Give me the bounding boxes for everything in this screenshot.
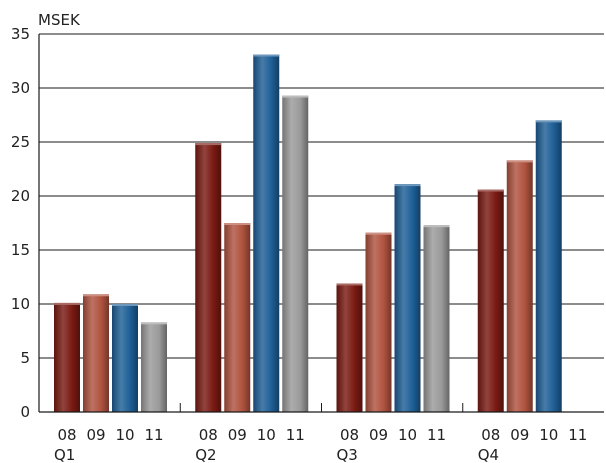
y-tick-label: 0 (20, 403, 30, 421)
bar-highlight (54, 302, 80, 305)
bar-highlight (195, 143, 222, 146)
bar-q1-10 (112, 304, 138, 412)
bar-q3-09 (365, 232, 392, 412)
bar-q2-10 (253, 54, 280, 413)
x-category-label: Q2 (195, 446, 216, 463)
bar-highlight (253, 54, 280, 57)
bar-highlight (506, 160, 533, 163)
x-tick-label-year: 09 (86, 426, 105, 444)
x-tick-label-year: 09 (228, 426, 247, 444)
x-tick-label-year: 11 (568, 426, 587, 444)
bar-q2-08 (195, 143, 222, 412)
bar-q4-10 (535, 120, 562, 413)
x-tick-label-year: 08 (340, 426, 359, 444)
x-tick-label-year: 10 (115, 426, 134, 444)
axes: 0 5 10 15 20 25 30 35 08 09 10 11 Q1 08 09 10 11 Q2 08 09 10… (11, 25, 604, 463)
x-tick-label-year: 08 (481, 426, 500, 444)
x-category-label: Q3 (337, 446, 358, 463)
bar-q2-09 (224, 223, 251, 412)
x-category-label: Q4 (478, 446, 499, 463)
bar-highlight (365, 232, 392, 235)
bar-q3-11 (423, 225, 450, 412)
bar-q1-11 (141, 322, 167, 412)
x-category-label: Q1 (54, 446, 75, 463)
x-tick-label-year: 10 (398, 426, 417, 444)
y-tick-label: 25 (11, 133, 30, 151)
x-tick-label-year: 08 (199, 426, 218, 444)
x-tick-label-year: 11 (427, 426, 446, 444)
bar-q1-08 (54, 302, 80, 412)
x-tick-label-year: 11 (144, 426, 163, 444)
bars (54, 54, 562, 413)
x-tick-label-year: 09 (510, 426, 529, 444)
x-tick-label-year: 11 (286, 426, 305, 444)
bar-highlight (112, 304, 138, 306)
bar-q1-09 (83, 294, 109, 412)
bar-highlight (83, 294, 109, 297)
y-tick-label: 10 (11, 295, 30, 313)
bar-highlight (282, 95, 309, 98)
x-tick-label-year: 10 (539, 426, 558, 444)
x-tick-label-year: 09 (369, 426, 388, 444)
bar-q4-08 (477, 189, 504, 412)
y-tick-label: 5 (20, 349, 30, 367)
y-unit-label: MSEK (38, 11, 81, 29)
y-tick-label: 35 (11, 25, 30, 43)
x-tick-label-year: 10 (257, 426, 276, 444)
bar-highlight (394, 184, 421, 187)
bar-q3-10 (394, 184, 421, 412)
y-tick-label: 20 (11, 187, 30, 205)
y-tick-label: 15 (11, 241, 30, 259)
y-tick-label: 30 (11, 79, 30, 97)
bar-q2-11 (282, 95, 309, 412)
x-tick-label-year: 08 (57, 426, 76, 444)
bar-highlight (141, 322, 167, 325)
bar-q3-08 (336, 283, 363, 412)
bar-highlight (477, 189, 504, 192)
bar-highlight (336, 283, 363, 286)
bar-highlight (224, 223, 251, 225)
bar-highlight (535, 120, 562, 123)
bar-highlight (423, 225, 450, 228)
bar-q4-09 (506, 160, 533, 412)
